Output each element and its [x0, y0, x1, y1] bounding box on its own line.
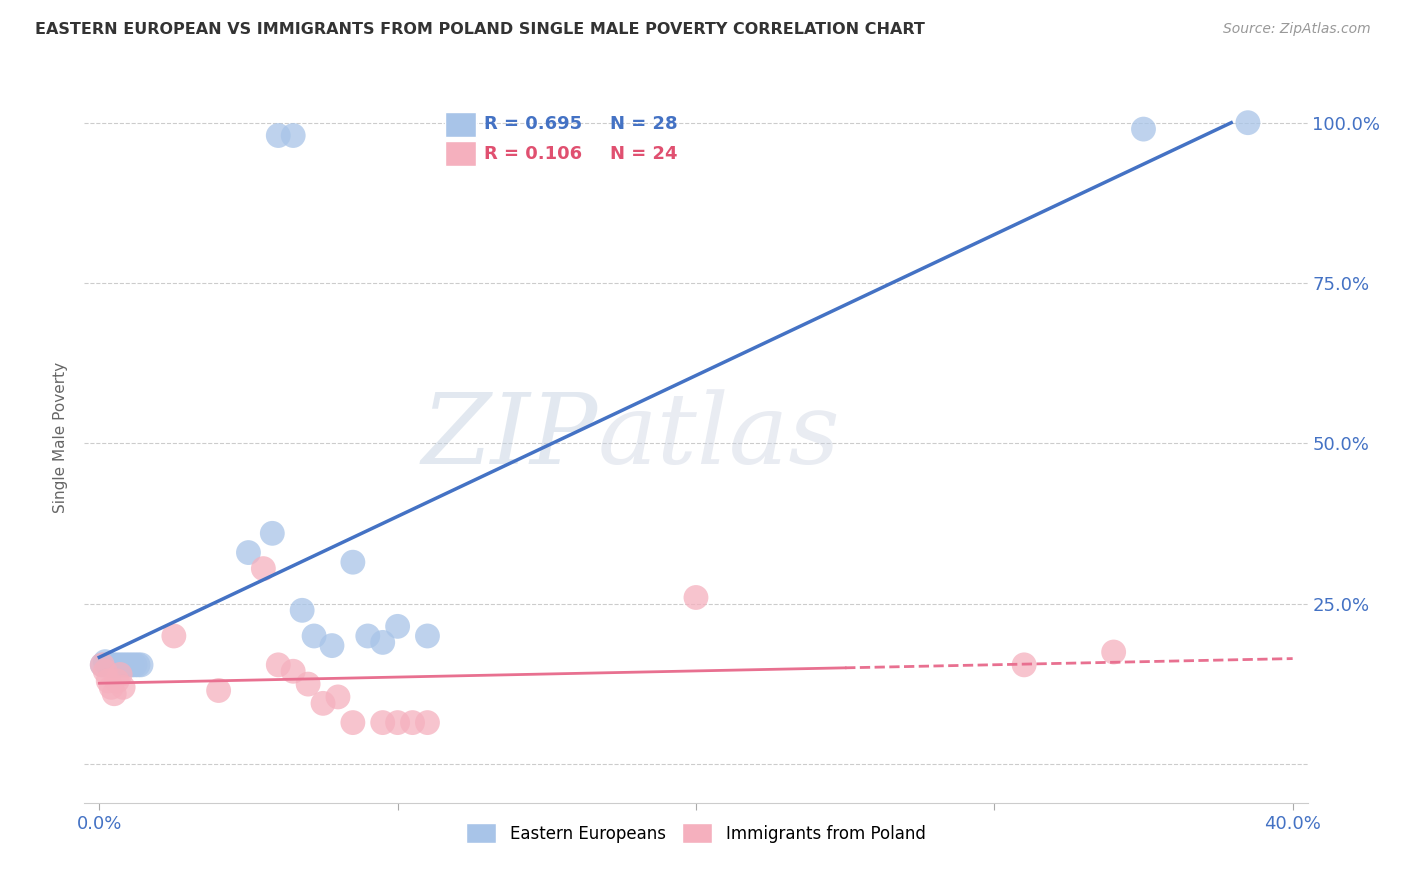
Point [105, 673, 128, 688]
Point [100, 657, 122, 672]
Point [321, 639, 343, 653]
Point [118, 657, 141, 672]
Point [91, 657, 114, 672]
Point [112, 657, 135, 672]
Point [97, 657, 120, 672]
Text: R = 0.106: R = 0.106 [484, 145, 582, 163]
Point [108, 667, 131, 681]
Point [252, 561, 274, 575]
Point [342, 715, 364, 730]
Point [97, 673, 120, 688]
Y-axis label: Single Male Poverty: Single Male Poverty [53, 361, 69, 513]
Text: N = 28: N = 28 [610, 115, 678, 133]
Point [103, 657, 125, 672]
Point [121, 657, 143, 672]
Point [387, 619, 409, 633]
Point [267, 657, 290, 672]
Point [326, 690, 349, 704]
Point [371, 635, 394, 649]
Point [1237, 116, 1260, 130]
Point [91, 657, 114, 672]
Text: ZIP: ZIP [422, 390, 598, 484]
Point [127, 657, 149, 672]
Point [94, 655, 117, 669]
Point [103, 687, 125, 701]
Text: EASTERN EUROPEAN VS IMMIGRANTS FROM POLAND SINGLE MALE POVERTY CORRELATION CHART: EASTERN EUROPEAN VS IMMIGRANTS FROM POLA… [35, 22, 925, 37]
Point [416, 629, 439, 643]
Point [371, 715, 394, 730]
Point [267, 128, 290, 143]
Text: N = 24: N = 24 [610, 145, 678, 163]
Point [357, 629, 380, 643]
Point [297, 677, 319, 691]
Text: Source: ZipAtlas.com: Source: ZipAtlas.com [1223, 22, 1371, 37]
Point [262, 526, 284, 541]
Point [124, 657, 146, 672]
Point [105, 657, 128, 672]
Legend: Eastern Europeans, Immigrants from Poland: Eastern Europeans, Immigrants from Polan… [460, 817, 932, 849]
Point [1132, 122, 1154, 136]
Point [1012, 657, 1035, 672]
Point [342, 555, 364, 569]
Point [416, 715, 439, 730]
Point [283, 665, 305, 679]
Point [163, 629, 186, 643]
FancyBboxPatch shape [446, 112, 475, 137]
Text: R = 0.695: R = 0.695 [484, 115, 582, 133]
Point [238, 545, 260, 559]
Point [283, 128, 305, 143]
Point [1102, 645, 1125, 659]
Point [312, 697, 335, 711]
Point [94, 665, 117, 679]
Point [291, 603, 314, 617]
Point [129, 657, 152, 672]
Point [100, 681, 122, 695]
Point [302, 629, 325, 643]
Point [115, 657, 138, 672]
Text: atlas: atlas [598, 390, 841, 484]
Point [387, 715, 409, 730]
Point [401, 715, 423, 730]
Point [112, 681, 135, 695]
Point [685, 591, 707, 605]
Point [108, 657, 131, 672]
Point [207, 683, 229, 698]
FancyBboxPatch shape [446, 141, 475, 167]
